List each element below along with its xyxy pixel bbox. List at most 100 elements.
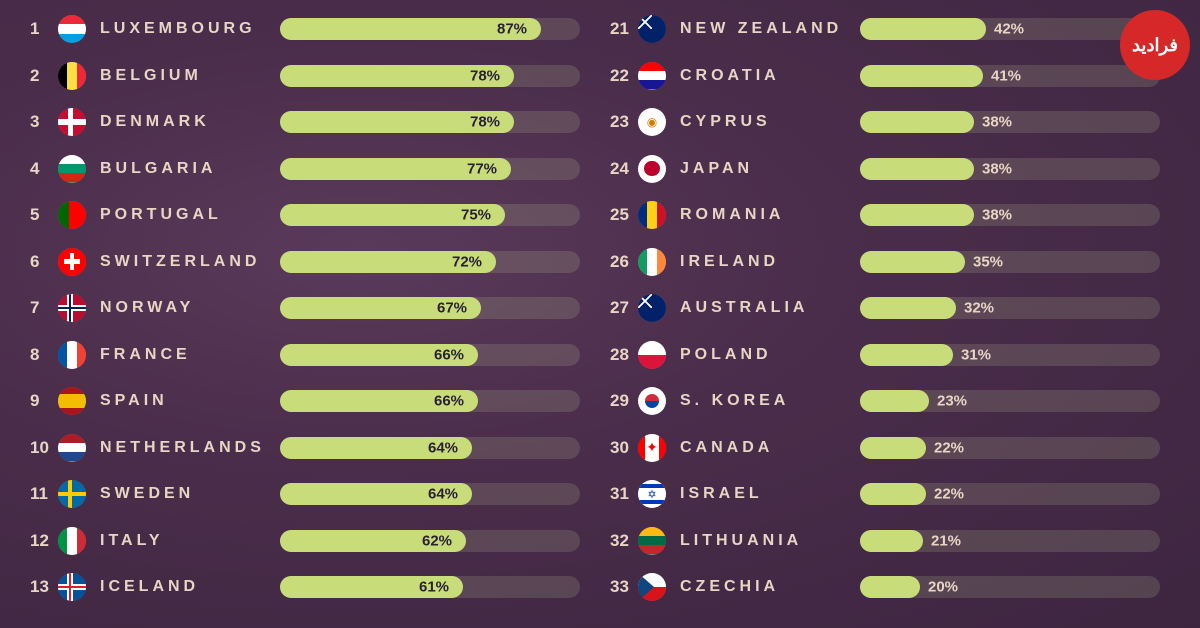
ranking-row: 3 DENMARK 78% (30, 105, 590, 139)
percent-bar: 78% (280, 111, 580, 133)
percent-bar: 22% (860, 483, 1160, 505)
ranking-row: 6 SWITZERLAND 72% (30, 245, 590, 279)
percent-bar: 22% (860, 437, 1160, 459)
country-name: NORWAY (100, 299, 280, 317)
ranking-row: 22 CROATIA 41% (610, 59, 1170, 93)
percent-bar: 62% (280, 530, 580, 552)
percent-value: 21% (931, 532, 961, 549)
rank-number: 23 (610, 112, 638, 132)
country-name: NEW ZEALAND (680, 20, 860, 38)
rank-number: 5 (30, 205, 58, 225)
ranking-row: 28 POLAND 31% (610, 338, 1170, 372)
country-name: DENMARK (100, 113, 280, 131)
country-name: BELGIUM (100, 67, 280, 85)
ranking-row: 13 ICELAND 61% (30, 570, 590, 604)
ranking-row: 4 BULGARIA 77% (30, 152, 590, 186)
percent-bar: 77% (280, 158, 580, 180)
ranking-row: 24 JAPAN 38% (610, 152, 1170, 186)
ranking-row: 29 S. KOREA 23% (610, 384, 1170, 418)
rank-number: 31 (610, 484, 638, 504)
percent-bar: 20% (860, 576, 1160, 598)
percent-value: 38% (982, 114, 1012, 131)
rank-number: 1 (30, 19, 58, 39)
rank-number: 2 (30, 66, 58, 86)
country-flag-icon (58, 387, 86, 415)
right-column: 21 NEW ZEALAND 42% 22 CROATIA 41% 23 ◉ C… (610, 12, 1170, 604)
rank-number: 27 (610, 298, 638, 318)
percent-bar: 66% (280, 390, 580, 412)
percent-bar: 87% (280, 18, 580, 40)
percent-value: 66% (434, 346, 464, 363)
ranking-row: 21 NEW ZEALAND 42% (610, 12, 1170, 46)
percent-value: 23% (937, 393, 967, 410)
country-name: LITHUANIA (680, 532, 860, 550)
rank-number: 24 (610, 159, 638, 179)
country-name: CANADA (680, 439, 860, 457)
country-flag-icon (638, 387, 666, 415)
percent-value: 64% (428, 439, 458, 456)
rank-number: 4 (30, 159, 58, 179)
brand-logo: فرادید (1120, 10, 1190, 80)
percent-bar: 38% (860, 204, 1160, 226)
country-flag-icon (58, 15, 86, 43)
country-flag-icon (58, 201, 86, 229)
country-name: AUSTRALIA (680, 299, 860, 317)
ranking-row: 10 NETHERLANDS 64% (30, 431, 590, 465)
left-column: 1 LUXEMBOURG 87% 2 BELGIUM 78% 3 DENMARK… (30, 12, 590, 604)
rank-number: 8 (30, 345, 58, 365)
ranking-row: 31 ✡ ISRAEL 22% (610, 477, 1170, 511)
country-name: ISRAEL (680, 485, 860, 503)
country-flag-icon (638, 341, 666, 369)
percent-value: 78% (470, 114, 500, 131)
percent-value: 62% (422, 532, 452, 549)
country-name: FRANCE (100, 346, 280, 364)
percent-bar: 21% (860, 530, 1160, 552)
rank-number: 21 (610, 19, 638, 39)
percent-value: 64% (428, 486, 458, 503)
country-flag-icon (58, 62, 86, 90)
rank-number: 30 (610, 438, 638, 458)
percent-value: 77% (467, 160, 497, 177)
percent-value: 38% (982, 207, 1012, 224)
ranking-row: 11 SWEDEN 64% (30, 477, 590, 511)
percent-bar: 67% (280, 297, 580, 319)
ranking-columns: 1 LUXEMBOURG 87% 2 BELGIUM 78% 3 DENMARK… (0, 0, 1200, 604)
percent-bar: 78% (280, 65, 580, 87)
percent-value: 41% (991, 67, 1021, 84)
country-name: IRELAND (680, 253, 860, 271)
percent-value: 66% (434, 393, 464, 410)
percent-bar: 35% (860, 251, 1160, 273)
percent-value: 32% (964, 300, 994, 317)
percent-bar: 23% (860, 390, 1160, 412)
rank-number: 6 (30, 252, 58, 272)
ranking-row: 9 SPAIN 66% (30, 384, 590, 418)
country-flag-icon (58, 527, 86, 555)
country-flag-icon (58, 108, 86, 136)
country-name: S. KOREA (680, 392, 860, 410)
percent-value: 72% (452, 253, 482, 270)
rank-number: 32 (610, 531, 638, 551)
country-flag-icon (638, 201, 666, 229)
ranking-row: 7 NORWAY 67% (30, 291, 590, 325)
ranking-row: 1 LUXEMBOURG 87% (30, 12, 590, 46)
ranking-row: 27 AUSTRALIA 32% (610, 291, 1170, 325)
country-name: JAPAN (680, 160, 860, 178)
percent-bar: 31% (860, 344, 1160, 366)
percent-bar: 64% (280, 483, 580, 505)
country-name: ITALY (100, 532, 280, 550)
rank-number: 3 (30, 112, 58, 132)
country-name: ICELAND (100, 578, 280, 596)
country-flag-icon (58, 248, 86, 276)
rank-number: 13 (30, 577, 58, 597)
ranking-row: 12 ITALY 62% (30, 524, 590, 558)
country-name: ROMANIA (680, 206, 860, 224)
ranking-row: 5 PORTUGAL 75% (30, 198, 590, 232)
country-flag-icon (638, 294, 666, 322)
ranking-row: 30 ✦ CANADA 22% (610, 431, 1170, 465)
country-name: CROATIA (680, 67, 860, 85)
country-flag-icon: ◉ (638, 108, 666, 136)
country-flag-icon: ✡ (638, 480, 666, 508)
percent-bar: 38% (860, 158, 1160, 180)
percent-value: 38% (982, 160, 1012, 177)
ranking-row: 26 IRELAND 35% (610, 245, 1170, 279)
